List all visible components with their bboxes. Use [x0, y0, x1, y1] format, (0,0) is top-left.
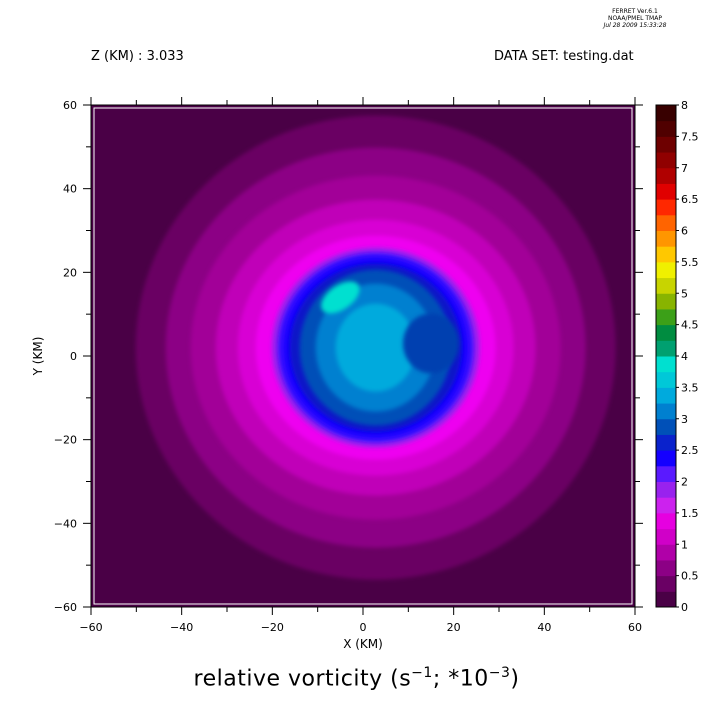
colorbar-swatch	[656, 418, 676, 435]
x-tick-label: 60	[628, 621, 642, 634]
x-tick-label: 20	[447, 621, 461, 634]
vorticity-field	[91, 105, 635, 607]
colorbar-swatch	[656, 450, 676, 467]
y-tick-label: 0	[70, 350, 77, 363]
colorbar-swatch	[656, 403, 676, 420]
colorbar-label: 1	[681, 538, 688, 551]
colorbar-swatch	[656, 528, 676, 545]
colorbar-swatch	[656, 371, 676, 388]
y-axis: −60 −40 −20 0 20 40 60	[54, 99, 643, 614]
colorbar-swatch	[656, 387, 676, 404]
colorbar-swatch	[656, 308, 676, 326]
colorbar-swatch	[656, 340, 676, 357]
colorbar-swatch	[656, 544, 676, 561]
colorbar-swatch	[656, 497, 676, 514]
colorbar-swatch	[656, 591, 676, 608]
x-tick-label: 0	[360, 621, 367, 634]
colorbar-swatch	[656, 230, 676, 247]
software-version: FERRET Ver.6.1	[612, 8, 658, 15]
z-level-label: Z (KM) : 3.033	[91, 49, 184, 64]
colorbar-swatch	[656, 105, 676, 122]
colorbar-swatch	[656, 324, 676, 341]
colorbar-swatch	[656, 277, 676, 294]
colorbar-swatch	[656, 481, 676, 498]
colorbar-label: 4	[681, 350, 688, 363]
colorbar-label: 7.5	[681, 130, 699, 143]
colorbar-label: 6	[681, 225, 688, 238]
colorbar-label: 3	[681, 413, 688, 426]
x-axis-label: X (KM)	[343, 637, 383, 651]
colorbar-swatch	[656, 293, 676, 310]
vorticity-contour-band	[335, 303, 416, 392]
colorbar-label: 5	[681, 287, 688, 300]
colorbar-swatch	[656, 356, 676, 373]
colorbar-swatch	[656, 465, 676, 482]
colorbar-swatch	[656, 246, 676, 263]
title-text-mid: ; *10	[432, 666, 489, 692]
software-org: NOAA/PMEL TMAP	[608, 15, 662, 22]
colorbar-swatch	[656, 167, 676, 184]
title-text-post: )	[510, 666, 520, 692]
colorbar-label: 6.5	[681, 193, 699, 206]
colorbar-swatch	[656, 214, 676, 231]
colorbar-label: 0.5	[681, 570, 699, 583]
colorbar-swatch	[656, 120, 676, 137]
colorbar-label: 3.5	[681, 381, 699, 394]
software-timestamp: Jul 28 2009 15:33:28	[603, 22, 667, 29]
colorbar-label: 0	[681, 601, 688, 614]
title-exponent-1: −1	[411, 665, 433, 681]
colorbar-swatch	[656, 575, 676, 592]
colorbar-label: 1.5	[681, 507, 699, 520]
y-tick-label: −40	[54, 517, 77, 530]
colorbar-swatch	[656, 261, 676, 279]
x-tick-label: 40	[537, 621, 551, 634]
x-tick-label: −40	[170, 621, 193, 634]
colorbar-label: 4.5	[681, 319, 699, 332]
colorbar-swatch	[656, 199, 676, 216]
colorbar-label: 5.5	[681, 256, 699, 269]
y-tick-label: 40	[63, 183, 77, 196]
title-text-pre: relative vorticity (s	[193, 666, 412, 692]
colorbar: 0 0.5 1 1.5 2 2.5 3 3.5 4 4.5 5 5.5 6 6.5 7 7.5 8	[655, 99, 699, 614]
x-tick-label: −20	[261, 621, 284, 634]
x-axis: −60 −40 −20 0 20 40 60	[79, 97, 642, 634]
colorbar-label: 7	[681, 162, 688, 175]
vorticity-lobe	[403, 313, 459, 374]
colorbar-label: 2	[681, 476, 688, 489]
dataset-label: DATA SET: testing.dat	[494, 49, 634, 64]
colorbar-swatch	[656, 512, 676, 530]
y-tick-label: 20	[63, 266, 77, 279]
colorbar-swatch	[656, 559, 676, 577]
software-stamp: FERRET Ver.6.1 NOAA/PMEL TMAP Jul 28 200…	[590, 8, 680, 29]
colorbar-swatch	[656, 152, 676, 169]
colorbar-swatch	[656, 434, 676, 451]
colorbar-label: 8	[681, 99, 688, 112]
colorbar-label: 2.5	[681, 444, 699, 457]
y-tick-label: 60	[63, 99, 77, 112]
x-tick-label: −60	[79, 621, 102, 634]
chart-title: relative vorticity (s−1; *10−3)	[0, 665, 713, 691]
y-tick-label: −20	[54, 434, 77, 447]
colorbar-swatch	[656, 183, 676, 200]
colorbar-swatch	[656, 136, 676, 153]
plot-inner-frame	[93, 107, 633, 605]
y-tick-label: −60	[54, 601, 77, 614]
title-exponent-2: −3	[488, 665, 511, 681]
y-axis-label: Y (KM)	[31, 337, 45, 377]
vorticity-peak	[321, 281, 360, 314]
